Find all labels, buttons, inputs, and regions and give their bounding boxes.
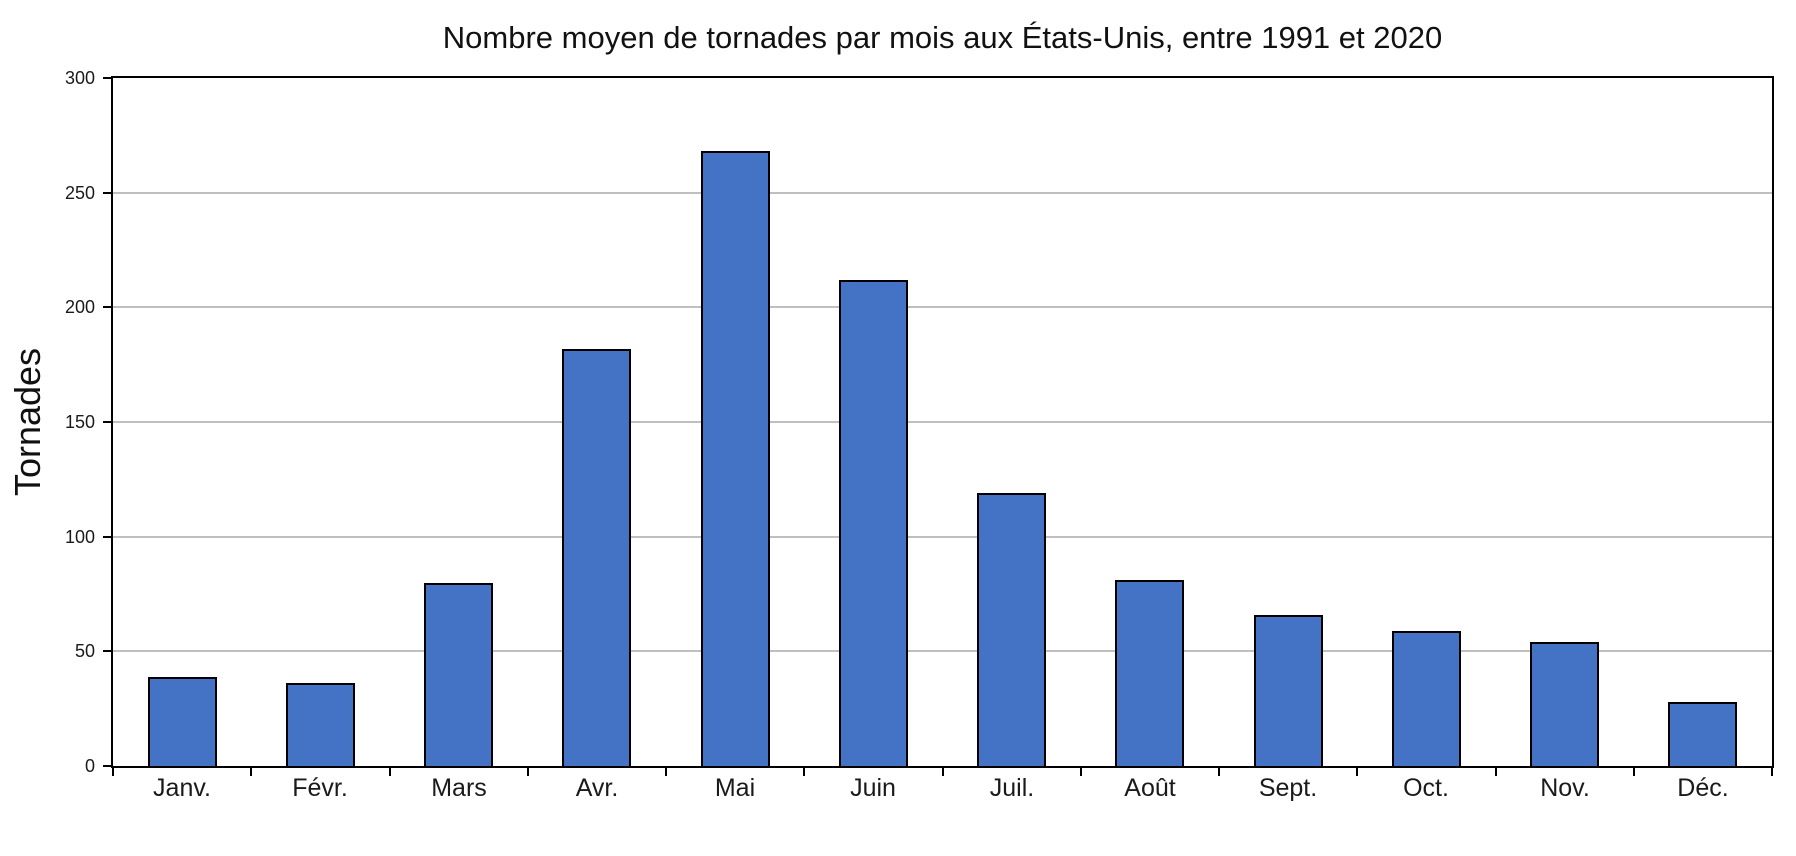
x-tick [1080, 768, 1082, 776]
x-tick-label: Mars [431, 774, 487, 802]
x-tick [250, 768, 252, 776]
x-tick-label: Févr. [292, 774, 348, 802]
y-tick [103, 77, 111, 79]
bar [562, 349, 631, 766]
plot-area [111, 76, 1774, 768]
x-tick [1218, 768, 1220, 776]
x-tick-label: Nov. [1540, 774, 1590, 802]
gridline [113, 421, 1772, 423]
y-tick [103, 650, 111, 652]
gridline [113, 306, 1772, 308]
x-tick-label: Sept. [1258, 774, 1318, 802]
gridline [113, 536, 1772, 538]
x-tick [527, 768, 529, 776]
bar [148, 677, 217, 766]
x-tick-label: Juil. [989, 774, 1035, 802]
chart-title: Nombre moyen de tornades par mois aux Ét… [442, 20, 1443, 55]
y-tick [103, 421, 111, 423]
y-tick-label: 100 [64, 527, 95, 547]
x-tick [665, 768, 667, 776]
y-tick [103, 192, 111, 194]
y-tick-label: 300 [64, 68, 95, 88]
x-tick-label: Avr. [575, 774, 619, 802]
bar [701, 151, 770, 766]
bar [839, 280, 908, 766]
y-tick-label: 150 [64, 412, 95, 432]
x-tick [942, 768, 944, 776]
bar [1668, 702, 1737, 766]
bar [286, 683, 355, 766]
bar [1115, 580, 1184, 766]
y-tick [103, 536, 111, 538]
x-tick-label: Mai [714, 774, 756, 802]
y-tick-label: 0 [84, 756, 95, 776]
x-tick-label: Août [1124, 774, 1176, 802]
x-tick-label: Déc. [1677, 774, 1729, 802]
y-tick-label: 50 [74, 641, 95, 661]
x-tick-label: Janv. [153, 774, 211, 802]
bar [977, 493, 1046, 766]
x-tick-label: Oct. [1403, 774, 1449, 802]
x-tick-label: Juin [850, 774, 896, 802]
x-tick [1495, 768, 1497, 776]
x-tick [112, 768, 114, 776]
x-tick [1771, 768, 1773, 776]
bar [424, 583, 493, 766]
gridline [113, 650, 1772, 652]
x-tick [803, 768, 805, 776]
y-tick [103, 306, 111, 308]
y-tick [103, 765, 111, 767]
bar [1392, 631, 1461, 766]
bar [1530, 642, 1599, 766]
y-tick-label: 250 [64, 183, 95, 203]
x-tick [1356, 768, 1358, 776]
bar [1254, 615, 1323, 766]
x-tick [389, 768, 391, 776]
x-tick [1633, 768, 1635, 776]
y-tick-label: 200 [64, 297, 95, 317]
gridline [113, 192, 1772, 194]
